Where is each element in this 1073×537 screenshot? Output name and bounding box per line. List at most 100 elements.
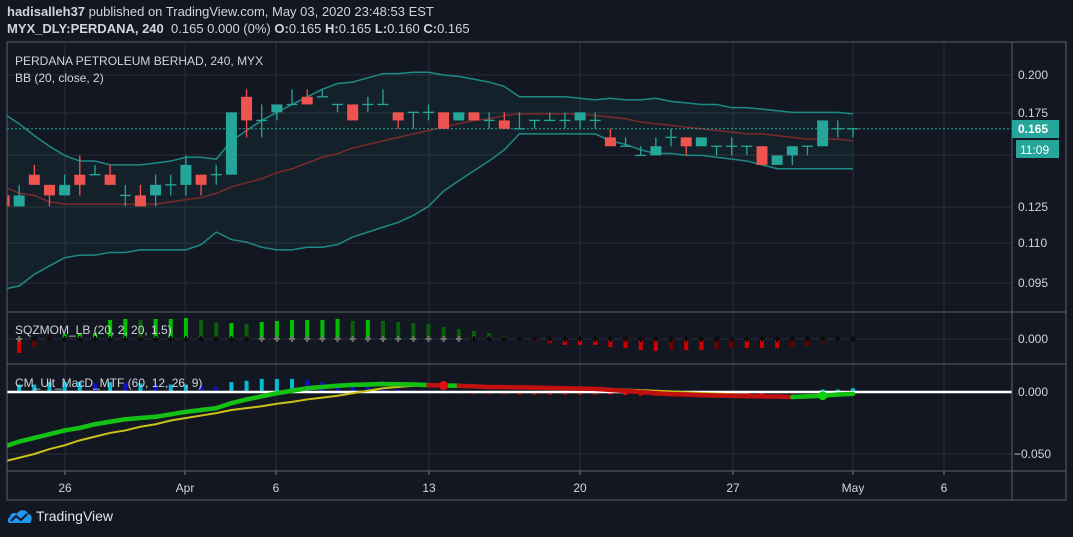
candle-body bbox=[680, 137, 692, 147]
candle[interactable] bbox=[483, 112, 495, 129]
momentum-bar bbox=[381, 321, 385, 339]
momentum-bar bbox=[744, 339, 749, 348]
candle[interactable] bbox=[559, 112, 571, 129]
candle[interactable] bbox=[13, 184, 25, 207]
candle[interactable] bbox=[786, 146, 798, 165]
candle[interactable] bbox=[59, 174, 71, 196]
momentum-bar bbox=[684, 339, 689, 350]
price-axis[interactable]: 0.200 0.175 0.125 0.110 0.095 0.165 11:0… bbox=[1012, 68, 1059, 290]
candle[interactable] bbox=[210, 164, 222, 185]
candle[interactable] bbox=[635, 146, 647, 157]
macd-line-segment bbox=[168, 409, 189, 417]
candle[interactable] bbox=[377, 89, 389, 106]
price-tick: 0.200 bbox=[1018, 68, 1048, 82]
candle[interactable] bbox=[74, 155, 86, 196]
squeeze-dot bbox=[395, 336, 402, 342]
candle[interactable] bbox=[165, 174, 177, 196]
candle[interactable] bbox=[362, 96, 374, 113]
squeeze-pane[interactable] bbox=[16, 318, 856, 353]
candle[interactable] bbox=[119, 184, 131, 207]
candle[interactable] bbox=[392, 112, 404, 129]
candle[interactable] bbox=[438, 112, 450, 129]
candle[interactable] bbox=[620, 137, 632, 147]
bb-legend[interactable]: BB (20, close, 2) bbox=[15, 71, 104, 85]
squeeze-dot bbox=[849, 336, 856, 342]
squeeze-dot bbox=[577, 336, 584, 342]
candle[interactable] bbox=[134, 184, 146, 207]
candle[interactable] bbox=[104, 164, 116, 185]
squeeze-dot bbox=[774, 336, 781, 342]
candle[interactable] bbox=[529, 119, 541, 129]
momentum-bar bbox=[183, 318, 188, 339]
candle[interactable] bbox=[771, 155, 783, 165]
candle[interactable] bbox=[665, 128, 677, 147]
candle[interactable] bbox=[756, 146, 768, 165]
candle[interactable] bbox=[468, 112, 480, 121]
candle[interactable] bbox=[604, 128, 616, 147]
candle-body bbox=[453, 112, 465, 121]
squeeze-dot bbox=[834, 336, 841, 342]
candle[interactable] bbox=[513, 112, 525, 130]
candle[interactable] bbox=[332, 103, 344, 113]
candle[interactable] bbox=[726, 137, 738, 156]
macd-histogram-bar bbox=[274, 378, 279, 392]
macd-legend[interactable]: CM_Ult_MacD_MTF (60, 12, 26, 9) bbox=[15, 376, 202, 390]
candle[interactable] bbox=[241, 89, 253, 138]
squeeze-dot bbox=[531, 336, 538, 342]
macd-histogram-bar bbox=[47, 382, 52, 392]
candle[interactable] bbox=[407, 111, 419, 129]
candle-body bbox=[104, 174, 116, 185]
candle[interactable] bbox=[817, 120, 829, 147]
candle[interactable] bbox=[28, 164, 40, 185]
candle[interactable] bbox=[589, 112, 601, 129]
momentum-bar bbox=[426, 324, 431, 339]
candle[interactable] bbox=[711, 145, 723, 156]
macd-histogram-bar bbox=[138, 383, 143, 392]
candle[interactable] bbox=[544, 112, 556, 122]
momentum-bar bbox=[123, 319, 128, 339]
candle[interactable] bbox=[180, 155, 192, 196]
candle[interactable] bbox=[0, 195, 10, 207]
candle[interactable] bbox=[43, 184, 55, 207]
candle[interactable] bbox=[650, 137, 662, 156]
squeeze-legend[interactable]: SQZMOM_LB (20, 2, 20, 1.5) bbox=[15, 323, 172, 337]
candle[interactable] bbox=[225, 112, 237, 175]
candle[interactable] bbox=[801, 145, 813, 156]
candle[interactable] bbox=[680, 137, 692, 156]
candle[interactable] bbox=[89, 164, 101, 176]
candle[interactable] bbox=[741, 145, 753, 156]
squeeze-dot bbox=[425, 336, 432, 342]
squeeze-zero-tick: 0.000 bbox=[1018, 332, 1048, 346]
macd-pane[interactable] bbox=[4, 378, 1012, 462]
squeeze-dot bbox=[819, 336, 826, 342]
tradingview-logo[interactable]: TradingView bbox=[7, 508, 113, 524]
candle[interactable] bbox=[316, 89, 328, 98]
candle[interactable] bbox=[301, 89, 313, 105]
squeeze-dot bbox=[668, 336, 675, 342]
momentum-bar bbox=[638, 339, 643, 350]
squeeze-dot bbox=[728, 336, 735, 342]
candle[interactable] bbox=[422, 104, 434, 121]
candle[interactable] bbox=[347, 104, 359, 121]
candle[interactable] bbox=[453, 112, 465, 121]
candle[interactable] bbox=[286, 89, 298, 106]
macd-line-segment bbox=[229, 397, 249, 406]
candle[interactable] bbox=[574, 112, 586, 129]
author-name[interactable]: hadisalleh37 bbox=[7, 4, 86, 19]
main-pane[interactable] bbox=[0, 71, 1012, 290]
candle[interactable] bbox=[695, 137, 707, 147]
momentum-bar bbox=[274, 321, 279, 339]
candle[interactable] bbox=[498, 112, 510, 129]
candle[interactable] bbox=[271, 104, 283, 121]
candle[interactable] bbox=[195, 174, 207, 196]
macd-histogram-bar bbox=[77, 382, 82, 392]
squeeze-dot bbox=[759, 336, 765, 342]
candle[interactable] bbox=[150, 174, 162, 207]
bb-upper-line bbox=[7, 71, 854, 166]
candle[interactable] bbox=[832, 120, 844, 138]
candle[interactable] bbox=[256, 104, 268, 138]
candle[interactable] bbox=[847, 128, 859, 138]
time-axis[interactable]: 26 Apr 6 13 20 27 May 6 bbox=[58, 471, 948, 495]
macd-line-segment bbox=[107, 417, 128, 425]
